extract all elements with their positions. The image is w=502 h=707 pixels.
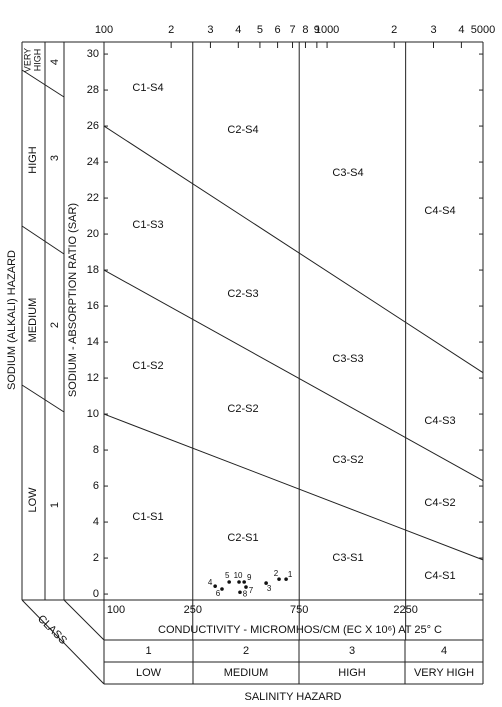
region-label: C4-S1 — [424, 570, 455, 582]
region-label: C1-S2 — [132, 360, 163, 372]
y-tick-label: 6 — [93, 480, 99, 492]
y-tick-label: 16 — [87, 300, 99, 312]
salinity-class-number: 1 — [145, 645, 151, 657]
region-label: C3-S4 — [332, 167, 363, 179]
point-label: 5 — [225, 571, 230, 580]
salinity-class-name: LOW — [136, 667, 162, 679]
sodium-class-number: 1 — [49, 502, 61, 508]
y-tick-label: 30 — [87, 48, 99, 60]
x-top-tick-label: 8 — [302, 24, 308, 36]
sar-boundary — [103, 413, 484, 561]
y-tick-label: 24 — [87, 156, 99, 168]
sample-point — [284, 577, 288, 581]
point-label: 6 — [216, 589, 221, 598]
sample-point — [238, 590, 242, 595]
x-top-tick-label: 5 — [257, 24, 263, 36]
x-tick-label: 2250 — [393, 604, 417, 616]
sample-point — [277, 577, 281, 581]
x-top-tick-label: 3 — [430, 24, 436, 36]
region-label: C1-S4 — [132, 82, 163, 94]
sodium-class-name: LOW — [27, 487, 39, 513]
point-label: 8 — [243, 589, 248, 598]
region-label: C3-S2 — [332, 454, 363, 466]
sar-boundary — [103, 125, 484, 374]
x-top-tick-label: 100 — [95, 24, 113, 36]
sodium-class-name: HIGH — [32, 49, 42, 72]
y-tick-label: 28 — [87, 84, 99, 96]
region-label: C3-S1 — [332, 552, 363, 564]
sample-point — [213, 584, 217, 588]
y-tick-label: 18 — [87, 264, 99, 276]
salinity-class-number: 2 — [243, 645, 249, 657]
x-top-tick-label: 4 — [458, 24, 464, 36]
point-label: 3 — [267, 584, 272, 593]
y-tick-label: 20 — [87, 228, 99, 240]
region-label: C4-S4 — [424, 205, 455, 217]
salinity-hazard-title: SALINITY HAZARD — [245, 691, 342, 703]
point-label: 10 — [234, 571, 243, 580]
x-top-tick-label: 5000 — [471, 24, 495, 36]
x-top-tick-label: 3 — [207, 24, 213, 36]
point-label: 1 — [288, 570, 293, 579]
x-top-tick-label: 1000 — [315, 24, 339, 36]
y-tick-label: 8 — [93, 444, 99, 456]
region-label: C4-S2 — [424, 497, 455, 509]
x-top-tick-label: 2 — [168, 24, 174, 36]
sodium-class-name: HIGH — [27, 146, 39, 174]
salinity-class-name: MEDIUM — [224, 667, 269, 679]
x-top-tick-label: 4 — [235, 24, 241, 36]
region-label: C2-S2 — [227, 403, 258, 415]
y-tick-label: 0 — [93, 588, 99, 600]
region-label: C1-S1 — [132, 511, 163, 523]
sample-point — [227, 580, 231, 584]
x-tick-label: 250 — [184, 604, 202, 616]
region-label: C4-S3 — [424, 415, 455, 427]
y-tick-label: 22 — [87, 192, 99, 204]
salinity-class-number: 4 — [441, 645, 447, 657]
y-tick-label: 4 — [93, 516, 99, 528]
y-tick-label: 26 — [87, 120, 99, 132]
sodium-class-number: 2 — [49, 322, 61, 328]
x-axis-label: CONDUCTIVITY - MICROMHOS/CM (EC X 10⁶) A… — [158, 624, 442, 636]
y-tick-label: 2 — [93, 552, 99, 564]
frame — [21, 41, 484, 685]
sar-boundary — [103, 269, 484, 482]
sodium-class-name: MEDIUM — [27, 298, 39, 343]
region-label: C2-S3 — [227, 288, 258, 300]
salinity-class-name: HIGH — [338, 667, 366, 679]
class-label: CLASS — [35, 613, 69, 647]
sample-point — [244, 585, 248, 589]
sample-point — [264, 581, 268, 585]
y-tick-label: 10 — [87, 408, 99, 420]
x-tick-label: 750 — [290, 604, 308, 616]
x-tick-label: 100 — [107, 604, 125, 616]
sample-point — [237, 580, 241, 584]
y-tick-label: 12 — [87, 372, 99, 384]
region-label: C3-S3 — [332, 353, 363, 365]
x-top-tick-label: 9 — [314, 24, 320, 36]
y-tick-label: 14 — [87, 336, 99, 348]
sample-point — [242, 580, 246, 584]
region-label: C2-S1 — [227, 532, 258, 544]
region-label: C1-S3 — [132, 219, 163, 231]
sodium-class-number: 4 — [49, 59, 61, 65]
point-label: 4 — [208, 578, 213, 587]
salinity-class-number: 3 — [349, 645, 355, 657]
sodium-class-name: VERY — [22, 48, 32, 72]
x-top-tick-label: 2 — [391, 24, 397, 36]
point-label: 7 — [249, 586, 254, 595]
x-top-tick-label: 6 — [275, 24, 281, 36]
y-axis-label: SODIUM - ABSORPTION RATIO (SAR) — [67, 203, 79, 397]
region-label: C2-S4 — [227, 124, 258, 136]
x-top-tick-label: 7 — [289, 24, 295, 36]
sodium-hazard-title: SODIUM (ALKALI) HAZARD — [6, 250, 18, 390]
point-label: 9 — [247, 573, 252, 582]
point-label: 2 — [274, 569, 279, 578]
sample-point — [220, 587, 224, 591]
salinity-class-name: VERY HIGH — [414, 667, 474, 679]
sodium-class-number: 3 — [49, 155, 61, 161]
